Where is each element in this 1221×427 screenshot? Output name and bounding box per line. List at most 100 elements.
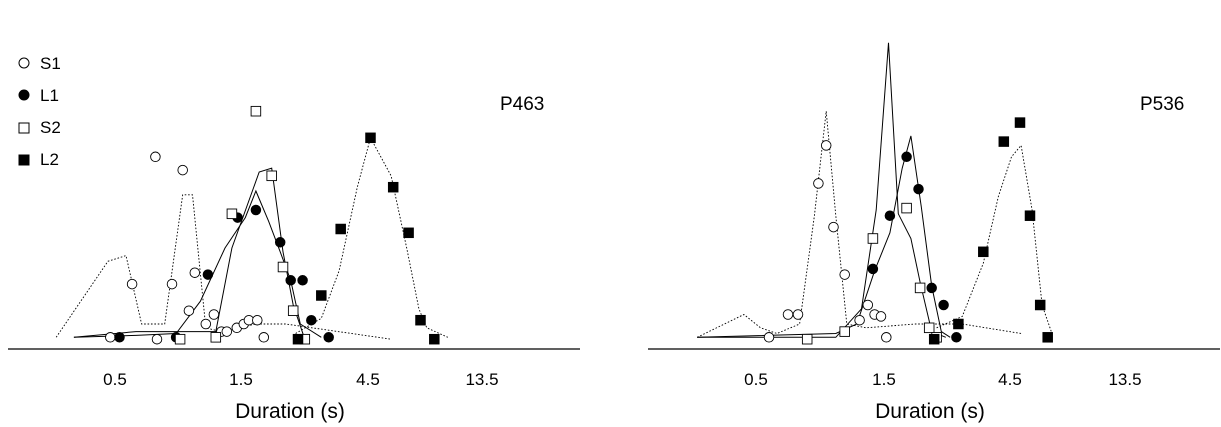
data-point-l2	[387, 181, 399, 193]
data-point-l2	[928, 333, 940, 345]
data-point-s2	[801, 333, 813, 345]
data-point-s1	[828, 221, 839, 233]
data-point-l1	[202, 269, 214, 280]
data-point-s1	[258, 332, 270, 343]
data-point-s1	[813, 178, 824, 189]
data-point-l2	[1014, 117, 1026, 128]
x-axis-label: Duration (s)	[235, 400, 345, 423]
data-point-l2	[1024, 210, 1036, 221]
data-point-l2	[415, 314, 426, 326]
curves	[697, 42, 1052, 338]
series-curve-s2	[697, 42, 946, 338]
data-point-s1	[189, 267, 201, 278]
data-point-l1	[867, 263, 879, 275]
legend-label-l1: L1	[40, 86, 59, 105]
data-point-l2	[292, 333, 304, 345]
data-point-s2	[901, 202, 912, 214]
data-point-l1	[114, 332, 125, 343]
markers	[763, 117, 1053, 345]
series-curve-s1	[697, 111, 1022, 338]
legend-label-l2: L2	[40, 150, 59, 169]
data-point-s1	[166, 278, 178, 290]
tick-label: 1.5	[872, 370, 896, 389]
data-point-l1	[951, 332, 962, 343]
data-point-s1	[105, 332, 116, 343]
data-point-s1	[792, 309, 804, 320]
data-point-s1	[881, 332, 892, 343]
data-point-l1	[285, 275, 296, 286]
data-point-s2	[839, 326, 850, 337]
panel-p463: P463 0.5 1.5 4.5 13.5 Duration (s)	[8, 94, 580, 423]
data-point-s2	[867, 233, 879, 244]
series-curve-s2	[73, 167, 306, 340]
panel-p536: P536 0.5 1.5 4.5 13.5 Duration (s)	[648, 42, 1220, 423]
x-axis-label: Duration (s)	[875, 400, 985, 423]
data-point-s1	[763, 332, 775, 343]
tick-label: 13.5	[465, 370, 498, 389]
tick-label: 0.5	[103, 370, 127, 389]
legend-label-s2: S2	[40, 118, 61, 137]
legend-label-s1: S1	[40, 54, 61, 73]
legend-marker-s1	[18, 57, 30, 69]
data-point-l1	[913, 183, 924, 195]
series-curve-l2	[295, 136, 448, 338]
series-curve-l1	[73, 189, 322, 338]
data-point-s2	[250, 105, 262, 117]
data-point-s1	[782, 309, 794, 320]
data-point-s2	[923, 322, 935, 334]
data-point-l2	[335, 223, 346, 235]
data-point-l2	[1042, 332, 1053, 343]
tick-label: 1.5	[229, 370, 253, 389]
data-point-l1	[250, 204, 262, 216]
data-point-s1	[820, 140, 832, 151]
data-point-s2	[266, 170, 277, 182]
data-point-l2	[953, 318, 964, 330]
data-point-s2	[287, 305, 299, 316]
data-point-s1	[200, 318, 212, 330]
data-point-s2	[277, 261, 289, 273]
data-point-l2	[429, 333, 440, 345]
data-point-s2	[914, 282, 926, 294]
data-point-l1	[926, 282, 937, 294]
tick-label: 4.5	[356, 370, 380, 389]
data-point-l2	[1034, 299, 1046, 311]
data-point-l2	[316, 290, 327, 301]
data-point-s1	[875, 311, 887, 322]
data-point-l2	[403, 227, 414, 239]
data-point-l2	[978, 246, 989, 258]
markers	[105, 105, 440, 345]
data-point-s1	[126, 278, 138, 290]
data-point-s1	[839, 269, 850, 280]
data-point-l1	[901, 151, 912, 163]
legend-marker-l1	[18, 89, 30, 101]
legend: S1 L1 S2 L2	[18, 54, 61, 169]
data-point-s1	[177, 164, 188, 176]
legend-marker-l2	[18, 154, 30, 166]
legend-marker-s2	[18, 122, 30, 134]
data-point-l2	[365, 132, 376, 144]
data-point-s2	[174, 333, 186, 345]
data-point-s1	[252, 314, 263, 326]
tick-label: 13.5	[1108, 370, 1141, 389]
data-point-l1	[323, 332, 334, 343]
data-point-s1	[183, 305, 195, 316]
data-point-s1	[150, 151, 161, 163]
series-curve-l2	[936, 144, 1052, 332]
tick-label: 0.5	[744, 370, 768, 389]
data-point-s1	[862, 299, 874, 311]
data-point-s2	[210, 332, 222, 343]
panel-label: P463	[500, 94, 544, 115]
data-point-s2	[226, 208, 238, 220]
series-curve-l1	[697, 135, 951, 338]
data-point-l1	[306, 314, 317, 326]
data-point-s1	[221, 326, 233, 337]
data-point-s1	[854, 314, 865, 326]
data-point-l1	[938, 299, 949, 311]
data-point-s1	[151, 333, 163, 345]
data-point-s1	[208, 309, 220, 320]
data-point-l2	[998, 136, 1010, 147]
tick-label: 4.5	[998, 370, 1022, 389]
panel-label: P536	[1140, 94, 1184, 115]
series-curve-s1	[55, 194, 392, 340]
